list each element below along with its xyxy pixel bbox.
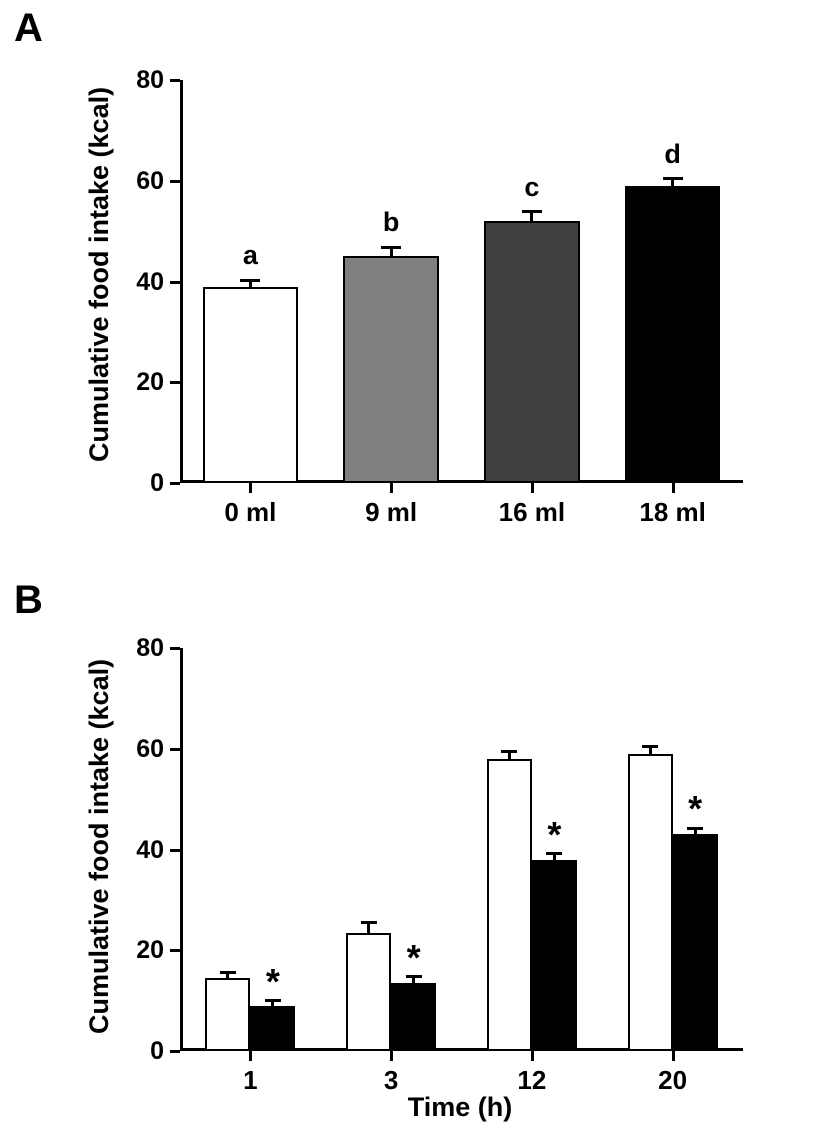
significance-star: * [534, 814, 574, 856]
bar [487, 759, 532, 1051]
bar [391, 983, 436, 1051]
x-tick [249, 483, 252, 493]
y-tick [170, 482, 180, 485]
x-tick-label: 20 [602, 1065, 743, 1096]
significance-letter: d [643, 139, 703, 170]
x-tick-label: 9 ml [321, 497, 462, 528]
y-tick-label: 20 [120, 368, 164, 397]
panel-b-ylabel: Cumulative food intake (kcal) [84, 659, 115, 1034]
x-tick [531, 483, 534, 493]
x-tick-label: 16 ml [462, 497, 603, 528]
error-bar-cap [240, 279, 260, 282]
significance-letter: a [220, 240, 280, 271]
error-bar-cap [522, 210, 542, 213]
x-tick-label: 18 ml [602, 497, 743, 528]
y-tick-label: 80 [120, 66, 164, 95]
y-tick-label: 60 [120, 167, 164, 196]
bar [250, 1006, 295, 1051]
error-bar-cap [663, 177, 683, 180]
error-bar-cap [220, 971, 236, 974]
y-tick [170, 1050, 180, 1053]
y-tick-label: 40 [120, 836, 164, 865]
significance-star: * [253, 961, 293, 1003]
y-tick [170, 281, 180, 284]
y-tick-label: 60 [120, 735, 164, 764]
y-tick [170, 748, 180, 751]
y-tick [170, 79, 180, 82]
figure-root: A Cumulative food intake (kcal) B Cumula… [0, 0, 818, 1125]
x-tick [249, 1051, 252, 1061]
y-tick [170, 849, 180, 852]
panel-b-xlabel: Time (h) [180, 1092, 740, 1123]
y-tick-label: 0 [120, 469, 164, 498]
error-bar-cap [642, 745, 658, 748]
y-tick [170, 647, 180, 650]
bar [532, 860, 577, 1051]
x-tick [531, 1051, 534, 1061]
x-tick [672, 1051, 675, 1061]
error-bar-stem [367, 923, 370, 933]
y-tick [170, 949, 180, 952]
y-tick-label: 80 [120, 634, 164, 663]
bar [625, 186, 721, 483]
panel-a-label: A [14, 6, 43, 51]
error-bar-cap [361, 921, 377, 924]
bar [346, 933, 391, 1051]
x-tick [390, 1051, 393, 1061]
error-bar-cap [501, 750, 517, 753]
significance-star: * [394, 937, 434, 979]
x-tick [672, 483, 675, 493]
panel-a-ylabel: Cumulative food intake (kcal) [84, 87, 115, 462]
bar [205, 978, 250, 1051]
significance-letter: c [502, 172, 562, 203]
x-tick-label: 0 ml [180, 497, 321, 528]
x-tick-label: 1 [180, 1065, 321, 1096]
y-tick [170, 180, 180, 183]
significance-star: * [675, 788, 715, 830]
bar [673, 834, 718, 1051]
x-tick-label: 3 [321, 1065, 462, 1096]
x-tick-label: 12 [462, 1065, 603, 1096]
significance-letter: b [361, 207, 421, 238]
error-bar-cap [381, 246, 401, 249]
bar [484, 221, 580, 483]
bar [203, 287, 299, 483]
x-tick [390, 483, 393, 493]
y-tick-label: 40 [120, 268, 164, 297]
y-tick-label: 20 [120, 936, 164, 965]
panel-b-label: B [14, 578, 43, 623]
y-tick [170, 381, 180, 384]
bar [343, 256, 439, 483]
y-tick-label: 0 [120, 1037, 164, 1066]
bar [628, 754, 673, 1051]
